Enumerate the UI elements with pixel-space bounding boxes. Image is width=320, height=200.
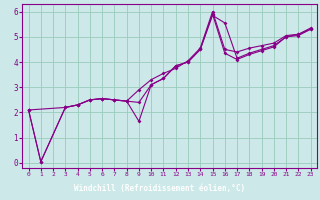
Text: Windchill (Refroidissement éolien,°C): Windchill (Refroidissement éolien,°C) bbox=[75, 184, 245, 193]
